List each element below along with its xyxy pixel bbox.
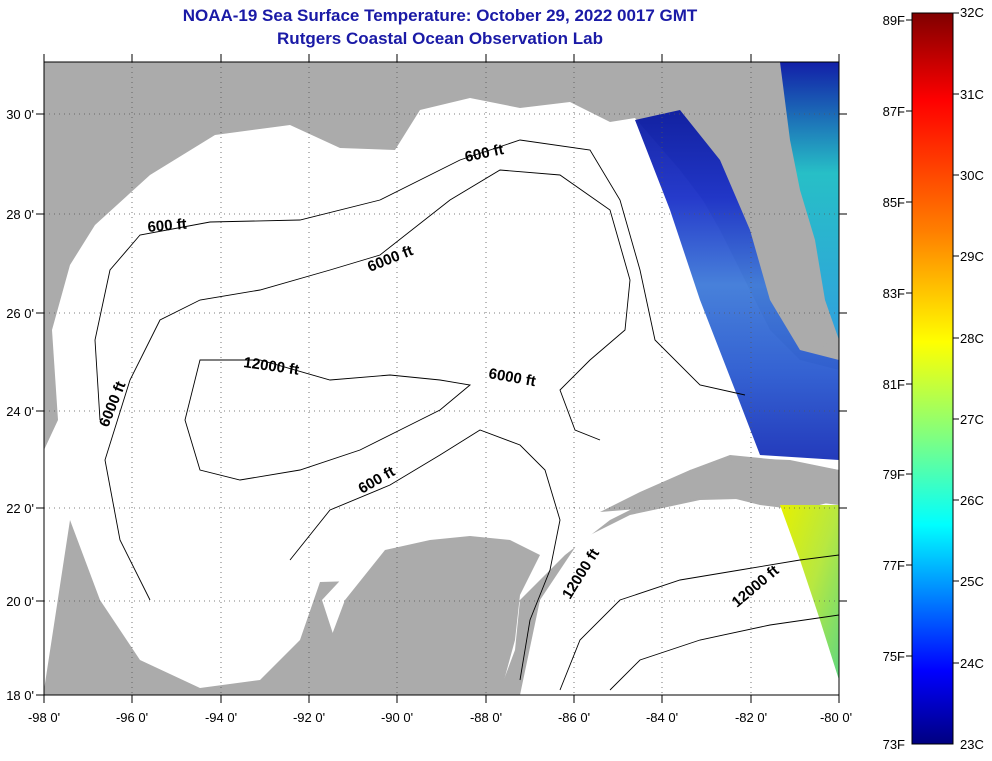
latitude-labels: 30 0' 28 0' 26 0' 24 0' 22 0' 20 0' 18 0… xyxy=(6,107,34,703)
lat-tick-label: 22 0' xyxy=(6,501,34,516)
cbar-c-label: 28C xyxy=(960,331,984,346)
sst-swath-caribbean xyxy=(780,505,839,680)
bathymetry-contours xyxy=(94,139,839,691)
lon-tick-label: -86 0' xyxy=(558,710,590,725)
lon-tick-label: -96 0' xyxy=(116,710,148,725)
cbar-c-label: 30C xyxy=(960,168,984,183)
sst-swath-atlantic xyxy=(780,62,839,340)
map-plot-area: 600 ft 600 ft 6000 ft 6000 ft 12000 ft 6… xyxy=(44,62,839,695)
lon-tick-label: -84 0' xyxy=(646,710,678,725)
contour-12000ft-caribbean xyxy=(559,554,839,691)
cbar-f-label: 79F xyxy=(883,467,905,482)
lon-tick-label: -94 0' xyxy=(205,710,237,725)
cbar-c-label: 32C xyxy=(960,5,984,20)
cbar-c-label: 25C xyxy=(960,574,984,589)
cbar-f-label: 73F xyxy=(883,737,905,752)
contour-600ft-north xyxy=(94,139,746,421)
lat-tick-label: 30 0' xyxy=(6,107,34,122)
colorbar-ticks xyxy=(906,12,959,664)
contour-600ft-yucatan xyxy=(289,429,561,681)
longitude-labels: -98 0' -96 0' -94 0' -92 0' -90 0' -88 0… xyxy=(28,710,852,725)
lon-tick-label: -92 0' xyxy=(293,710,325,725)
contour-12000ft xyxy=(184,359,472,481)
colorbar-fahrenheit-labels: 89F 87F 85F 83F 81F 79F 77F 75F 73F xyxy=(883,13,905,752)
map-frame xyxy=(43,61,840,696)
lat-tick-label: 20 0' xyxy=(6,594,34,609)
temperature-colorbar xyxy=(911,12,954,745)
cbar-f-label: 75F xyxy=(883,649,905,664)
map-title: NOAA-19 Sea Surface Temperature: October… xyxy=(182,6,698,25)
contour-6000ft-caribbean xyxy=(609,614,839,691)
cbar-f-label: 87F xyxy=(883,104,905,119)
lon-tick-label: -98 0' xyxy=(28,710,60,725)
cbar-c-label: 23C xyxy=(960,737,984,752)
colorbar-celsius-labels: 32C 31C 30C 29C 28C 27C 26C 25C 24C 23C xyxy=(960,5,984,752)
cbar-c-label: 26C xyxy=(960,493,984,508)
contour-6000ft xyxy=(104,169,631,601)
lat-tick-label: 28 0' xyxy=(6,207,34,222)
cbar-f-label: 81F xyxy=(883,377,905,392)
lon-tick-label: -90 0' xyxy=(381,710,413,725)
cuba-land xyxy=(600,458,839,512)
graticule xyxy=(44,62,839,695)
cbar-c-label: 31C xyxy=(960,87,984,102)
lon-tick-label: -88 0' xyxy=(470,710,502,725)
lat-tick-label: 18 0' xyxy=(6,688,34,703)
cbar-f-label: 85F xyxy=(883,195,905,210)
caribbean-water xyxy=(520,498,839,695)
cbar-f-label: 77F xyxy=(883,558,905,573)
lat-tick-label: 24 0' xyxy=(6,404,34,419)
lat-tick-label: 26 0' xyxy=(6,306,34,321)
cbar-f-label: 89F xyxy=(883,13,905,28)
cbar-c-label: 27C xyxy=(960,412,984,427)
lon-tick-label: -82 0' xyxy=(735,710,767,725)
map-subtitle: Rutgers Coastal Ocean Observation Lab xyxy=(277,29,603,48)
gulf-water xyxy=(44,98,839,693)
cbar-c-label: 29C xyxy=(960,249,984,264)
cbar-f-label: 83F xyxy=(883,286,905,301)
contour-label: 600 ft xyxy=(147,216,188,236)
sst-swath-west-florida xyxy=(635,110,839,460)
lon-tick-label: -80 0' xyxy=(820,710,852,725)
yucatan-land xyxy=(320,536,540,695)
cbar-c-label: 24C xyxy=(960,656,984,671)
tick-marks xyxy=(36,54,847,703)
